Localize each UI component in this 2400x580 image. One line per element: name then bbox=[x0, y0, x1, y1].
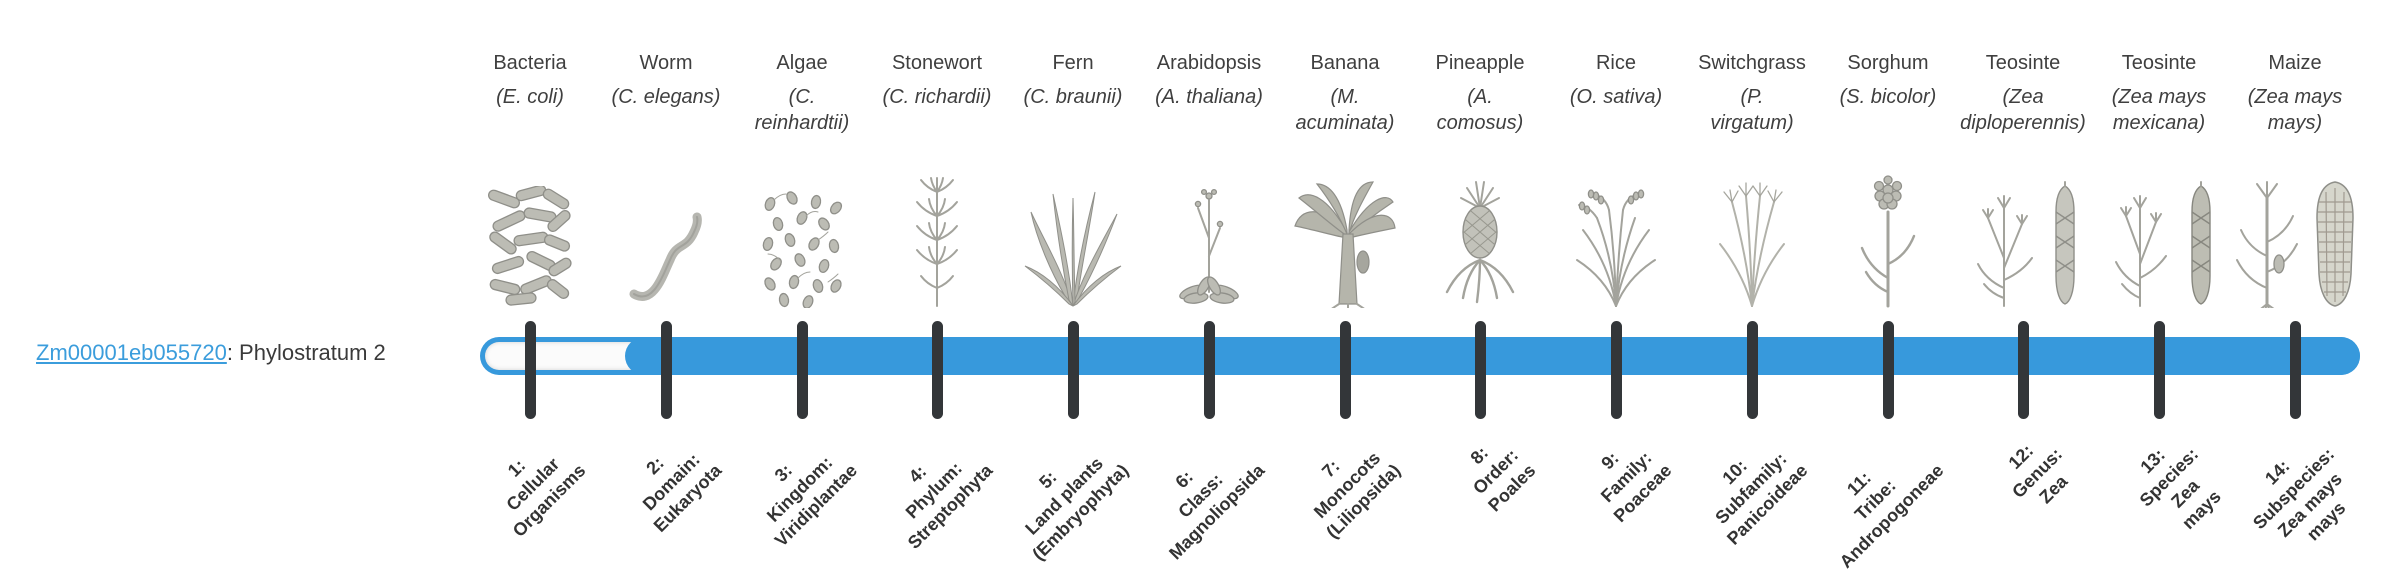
organism-scientific-name: (A. comosus) bbox=[1436, 86, 1524, 134]
organism-name: Arabidopsis bbox=[1156, 52, 1262, 74]
stratum-label: 1: Cellular Organisms bbox=[502, 453, 590, 541]
timeline-tick bbox=[1611, 321, 1622, 419]
organism-name: Switchgrass bbox=[1698, 52, 1806, 74]
rice-illustration bbox=[1546, 170, 1686, 308]
organism-scientific-name: (Zea mays mays) bbox=[2247, 86, 2343, 134]
organism-name: Pineapple bbox=[1435, 52, 1525, 74]
organism-scientific-name: (C. braunii) bbox=[1023, 86, 1123, 108]
organism-scientific-name: (Zea diploperennis) bbox=[1960, 86, 2086, 134]
worm-icon bbox=[629, 212, 702, 301]
maize-cob-icon bbox=[2316, 181, 2354, 307]
teosinte-illustration bbox=[2089, 170, 2229, 308]
gene-id-link[interactable]: Zm00001eb055720 bbox=[36, 340, 227, 365]
organism-name: Worm bbox=[639, 52, 693, 74]
organism-name: Sorghum bbox=[1847, 52, 1929, 74]
organism-name: Teosinte bbox=[1985, 52, 2061, 74]
timeline-tick bbox=[2154, 321, 2165, 419]
stonewort-icon bbox=[916, 177, 958, 307]
timeline-tick bbox=[1747, 321, 1758, 419]
timeline-tick bbox=[1883, 321, 1894, 419]
sorghum-illustration bbox=[1818, 170, 1958, 308]
gene-label: Zm00001eb055720: Phylostratum 2 bbox=[36, 340, 386, 366]
teosinte-ear-icon bbox=[2055, 181, 2075, 305]
fern-illustration bbox=[1003, 170, 1143, 308]
algae-icon bbox=[762, 191, 843, 308]
timeline-tick bbox=[2290, 321, 2301, 419]
stratum-label: 5: Land plants (Embryophyta) bbox=[1021, 453, 1133, 565]
teosinte-plant-icon bbox=[2115, 195, 2167, 307]
gene-phylostratum-text: : Phylostratum 2 bbox=[226, 340, 386, 365]
pineapple-illustration bbox=[1410, 170, 1550, 308]
teosinte-ear-icon bbox=[2191, 181, 2211, 305]
fern-icon bbox=[1024, 191, 1122, 307]
stratum-label: 11: Tribe: Andropogoneae bbox=[1835, 460, 1948, 573]
teosinte-illustration bbox=[1953, 170, 2093, 308]
bar-filled-segment bbox=[625, 337, 2360, 375]
timeline-tick bbox=[1475, 321, 1486, 419]
algae-illustration bbox=[732, 170, 872, 308]
organism-scientific-name: (S. bicolor) bbox=[1839, 86, 1937, 108]
teosinte-plant-icon bbox=[1977, 195, 2033, 307]
stratum-label: 10: Subfamily: Panicoideae bbox=[1711, 448, 1812, 549]
timeline-tick bbox=[1340, 321, 1351, 419]
timeline-tick bbox=[1068, 321, 1079, 419]
maize-illustration bbox=[2225, 170, 2365, 308]
organism-name: Teosinte bbox=[2121, 52, 2197, 74]
banana-tree-icon bbox=[1294, 181, 1396, 308]
timeline-tick bbox=[525, 321, 536, 419]
organism-name: Banana bbox=[1310, 52, 1380, 74]
stonewort-illustration bbox=[867, 170, 1007, 308]
stratum-label: 7: Monocots (Liliopsida) bbox=[1309, 447, 1405, 543]
phylostratum-bar bbox=[480, 337, 2360, 375]
stratum-label: 4: Phylum: Streptophyta bbox=[901, 458, 997, 553]
bacteria-illustration bbox=[460, 170, 600, 308]
timeline-tick bbox=[932, 321, 943, 419]
stratum-label: 8: Order: Poales bbox=[1466, 442, 1540, 516]
organism-name: Bacteria bbox=[493, 52, 567, 74]
organism-scientific-name: (A. thaliana) bbox=[1155, 86, 1263, 108]
banana-illustration bbox=[1275, 170, 1415, 308]
sorghum-icon bbox=[1860, 175, 1916, 308]
organism-scientific-name: (C. richardii) bbox=[882, 86, 992, 108]
organism-name: Maize bbox=[2268, 52, 2322, 74]
organism-name: Stonewort bbox=[891, 52, 983, 74]
pineapple-icon bbox=[1445, 181, 1515, 304]
stratum-label: 14: Subspecies: Zea mays mays bbox=[2249, 443, 2350, 545]
bacteria-icon bbox=[488, 186, 572, 306]
organism-scientific-name: (O. sativa) bbox=[1569, 86, 1663, 108]
switchgrass-icon bbox=[1719, 182, 1785, 307]
organism-scientific-name: (C. reinhardtii) bbox=[754, 86, 850, 134]
switchgrass-illustration bbox=[1682, 170, 1822, 308]
timeline-tick bbox=[797, 321, 808, 419]
stratum-label: 13: Species: Zea mays bbox=[2135, 443, 2225, 534]
organism-scientific-name: (M. acuminata) bbox=[1295, 86, 1395, 134]
bar-unfilled-track bbox=[485, 342, 648, 370]
stratum-label: 2: Domain: Eukaryota bbox=[638, 449, 726, 536]
arabidopsis-icon bbox=[1179, 188, 1239, 304]
organism-name: Rice bbox=[1595, 52, 1637, 74]
organism-scientific-name: (Zea mays mexicana) bbox=[2111, 86, 2207, 134]
timeline-tick bbox=[661, 321, 672, 419]
organism-scientific-name: (C. elegans) bbox=[611, 86, 721, 108]
stratum-label: 6: Class: Magnoliopsida bbox=[1165, 460, 1269, 564]
organism-scientific-name: (P. virgatum) bbox=[1710, 86, 1794, 134]
timeline-tick bbox=[1204, 321, 1215, 419]
arabidopsis-illustration bbox=[1139, 170, 1279, 308]
organism-scientific-name: (E. coli) bbox=[496, 86, 564, 108]
stratum-label: 12: Genus: Zea bbox=[2004, 440, 2072, 508]
rice-icon bbox=[1576, 189, 1656, 307]
stratum-label: 3: Kingdom: Viridiplantae bbox=[763, 452, 862, 551]
organism-name: Fern bbox=[1052, 52, 1094, 74]
stratum-label: 9: Family: Poaceae bbox=[1596, 447, 1676, 527]
timeline-tick bbox=[2018, 321, 2029, 419]
worm-illustration bbox=[596, 170, 736, 308]
maize-plant-icon bbox=[2236, 181, 2298, 308]
organism-name: Algae bbox=[776, 52, 828, 74]
